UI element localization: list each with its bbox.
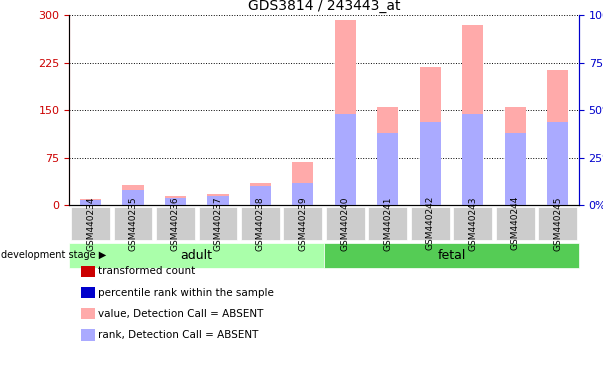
Text: GSM440238: GSM440238 — [256, 196, 265, 251]
Bar — [207, 194, 229, 205]
Bar — [80, 200, 101, 205]
Bar — [292, 162, 314, 205]
Text: transformed count: transformed count — [98, 266, 195, 276]
Text: adult: adult — [181, 249, 213, 262]
Bar — [420, 122, 441, 205]
Bar — [462, 25, 484, 205]
Text: fetal: fetal — [437, 249, 466, 262]
Text: GSM440240: GSM440240 — [341, 196, 350, 250]
Bar — [547, 71, 568, 205]
Text: GSM440237: GSM440237 — [213, 196, 223, 251]
Bar — [505, 133, 526, 205]
Text: GSM440236: GSM440236 — [171, 196, 180, 251]
Title: GDS3814 / 243443_at: GDS3814 / 243443_at — [248, 0, 400, 13]
Text: GSM440234: GSM440234 — [86, 196, 95, 250]
Text: GSM440241: GSM440241 — [384, 196, 393, 250]
Text: value, Detection Call = ABSENT: value, Detection Call = ABSENT — [98, 309, 264, 319]
Bar — [122, 185, 144, 205]
Bar — [335, 114, 356, 205]
Bar — [505, 107, 526, 205]
Bar — [292, 183, 314, 205]
Text: GSM440245: GSM440245 — [553, 196, 562, 250]
Text: GSM440235: GSM440235 — [128, 196, 137, 251]
Bar — [462, 114, 484, 205]
Bar — [250, 183, 271, 205]
Bar — [547, 122, 568, 205]
Bar — [335, 20, 356, 205]
Bar — [122, 190, 144, 205]
Bar — [165, 196, 186, 205]
Bar — [207, 196, 229, 205]
Text: GSM440242: GSM440242 — [426, 196, 435, 250]
Bar — [165, 198, 186, 205]
Bar — [420, 67, 441, 205]
Text: GSM440239: GSM440239 — [298, 196, 308, 251]
Text: development stage ▶: development stage ▶ — [1, 250, 106, 260]
Text: percentile rank within the sample: percentile rank within the sample — [98, 288, 274, 298]
Bar — [377, 133, 399, 205]
Bar — [250, 187, 271, 205]
Text: rank, Detection Call = ABSENT: rank, Detection Call = ABSENT — [98, 330, 259, 340]
Bar — [80, 199, 101, 205]
Text: GSM440243: GSM440243 — [468, 196, 477, 250]
Bar — [377, 107, 399, 205]
Text: GSM440244: GSM440244 — [511, 196, 520, 250]
